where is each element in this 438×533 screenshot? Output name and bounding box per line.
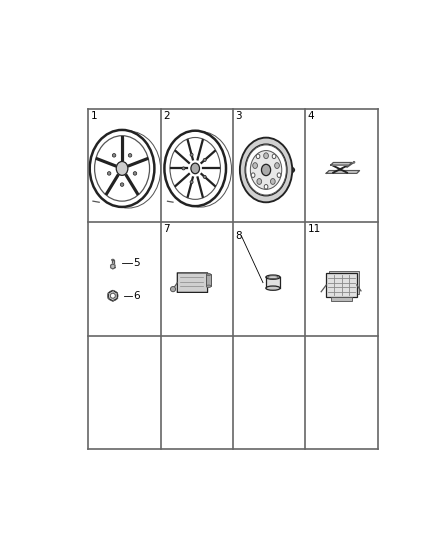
Text: 5: 5: [133, 259, 139, 269]
Bar: [112, 260, 114, 267]
Circle shape: [120, 183, 124, 187]
Ellipse shape: [251, 173, 255, 177]
Text: 1: 1: [91, 111, 97, 121]
Circle shape: [203, 175, 206, 179]
Ellipse shape: [266, 275, 280, 279]
Ellipse shape: [277, 173, 281, 177]
Text: 6: 6: [133, 290, 139, 301]
Ellipse shape: [164, 131, 226, 206]
Bar: [331, 297, 352, 301]
Ellipse shape: [206, 273, 211, 276]
Ellipse shape: [266, 286, 280, 290]
Text: 2: 2: [163, 111, 170, 121]
Polygon shape: [111, 264, 115, 269]
Ellipse shape: [275, 163, 279, 168]
Ellipse shape: [191, 163, 200, 174]
Text: 8: 8: [235, 231, 242, 241]
Text: 3: 3: [235, 111, 242, 121]
Polygon shape: [108, 290, 117, 301]
FancyBboxPatch shape: [177, 273, 208, 293]
Ellipse shape: [271, 179, 275, 184]
Bar: [206, 274, 211, 286]
Circle shape: [203, 158, 206, 161]
Ellipse shape: [257, 179, 261, 184]
Circle shape: [133, 172, 137, 175]
Ellipse shape: [251, 150, 282, 189]
Circle shape: [110, 293, 115, 298]
Circle shape: [353, 161, 355, 163]
Circle shape: [107, 172, 111, 175]
Bar: [326, 273, 357, 297]
Ellipse shape: [272, 154, 276, 159]
Circle shape: [128, 154, 132, 157]
Ellipse shape: [261, 164, 271, 175]
Ellipse shape: [240, 138, 292, 203]
Circle shape: [170, 287, 176, 292]
Polygon shape: [331, 163, 352, 165]
Ellipse shape: [112, 259, 114, 261]
Polygon shape: [326, 171, 360, 173]
Circle shape: [190, 181, 193, 183]
Circle shape: [112, 154, 116, 157]
Ellipse shape: [256, 154, 260, 159]
Text: 4: 4: [307, 111, 314, 121]
Circle shape: [190, 154, 193, 156]
Text: 11: 11: [307, 224, 321, 235]
Ellipse shape: [90, 130, 155, 207]
Ellipse shape: [116, 161, 128, 175]
Circle shape: [182, 167, 185, 170]
Text: 7: 7: [163, 224, 170, 235]
Ellipse shape: [245, 144, 287, 196]
Ellipse shape: [206, 285, 211, 288]
Bar: [329, 271, 359, 294]
Bar: [266, 277, 280, 288]
Ellipse shape: [264, 153, 268, 159]
Ellipse shape: [253, 163, 258, 168]
Ellipse shape: [264, 184, 268, 189]
